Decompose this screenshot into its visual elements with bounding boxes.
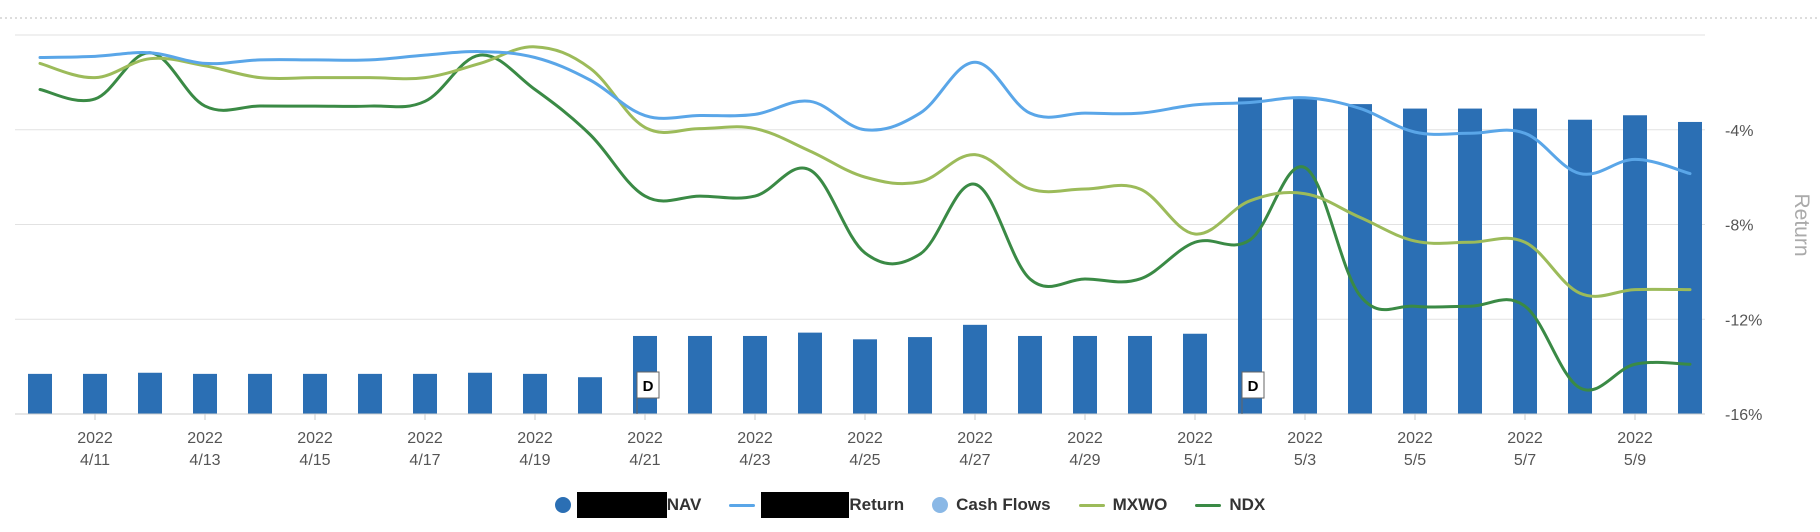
- nav-bar: [358, 373, 382, 414]
- nav-bar: [28, 373, 52, 414]
- nav-bar: [1018, 335, 1042, 414]
- x-tick-year: 2022: [1507, 430, 1543, 447]
- x-tick-date: 5/9: [1624, 452, 1646, 469]
- nav-bar: [1183, 333, 1207, 414]
- nav-bar: [688, 335, 712, 414]
- legend-item-nav[interactable]: NAV: [554, 492, 702, 518]
- legend-label-return: Return: [849, 495, 905, 514]
- x-tick-date: 5/3: [1294, 452, 1316, 469]
- legend-marker-mxwo: [1078, 503, 1105, 507]
- y-tick-label: -12%: [1725, 312, 1762, 329]
- x-tick-year: 2022: [847, 430, 883, 447]
- legend-label-nav: NAV: [666, 495, 702, 514]
- flag-box: [1241, 371, 1265, 399]
- x-tick-year: 2022: [1287, 430, 1323, 447]
- x-tick-date: 4/19: [519, 452, 550, 469]
- x-tick-year: 2022: [517, 430, 553, 447]
- x-tick-year: 2022: [187, 430, 223, 447]
- x-tick-year: 2022: [77, 430, 113, 447]
- x-tick-year: 2022: [407, 430, 443, 447]
- nav-bar: [1678, 121, 1702, 415]
- x-tick-date: 4/21: [629, 452, 660, 469]
- nav-bar: [413, 373, 437, 414]
- nav-bar: [1348, 104, 1372, 415]
- legend-item-mxwo[interactable]: MXWO: [1078, 495, 1168, 515]
- y-tick-label: -8%: [1725, 218, 1753, 235]
- nav-bar: [1073, 335, 1097, 414]
- legend-item-ndx[interactable]: NDX: [1195, 495, 1265, 515]
- nav-bar: [523, 373, 547, 414]
- x-tick-year: 2022: [1397, 430, 1433, 447]
- x-tick-date: 5/1: [1184, 452, 1206, 469]
- x-tick-date: 4/17: [409, 452, 440, 469]
- x-tick-year: 2022: [1067, 430, 1103, 447]
- flag-label: D: [643, 378, 654, 395]
- x-tick-year: 2022: [297, 430, 333, 447]
- nav-bar: [963, 324, 987, 414]
- nav-bar: [1568, 119, 1592, 414]
- nav-bar: [1458, 108, 1482, 414]
- nav-bar: [138, 372, 162, 414]
- x-tick-year: 2022: [1617, 430, 1653, 447]
- nav-bar: [248, 373, 272, 414]
- x-tick-date: 5/7: [1514, 452, 1536, 469]
- nav-bar: [1403, 108, 1427, 414]
- x-tick-date: 5/5: [1404, 452, 1426, 469]
- flag-label: D: [1248, 378, 1259, 395]
- series-line-ndx: [38, 51, 1692, 392]
- legend-label-mxwo: MXWO: [1112, 495, 1168, 514]
- nav-bar: [1238, 97, 1262, 415]
- x-tick-year: 2022: [957, 430, 993, 447]
- nav-bar: [743, 335, 767, 414]
- nav-bar: [1128, 335, 1152, 414]
- legend-marker-ndx: [1195, 503, 1222, 507]
- nav-bar: [83, 373, 107, 414]
- series-line-mxwo: [38, 45, 1692, 298]
- combo-chart: D D 2022 4/11 2022 4/13 2022 4/15 2022 4/17 2022 4/…: [0, 17, 1820, 469]
- nav-bar: [303, 373, 327, 414]
- series-line-return: [38, 50, 1692, 176]
- x-tick-date: 4/15: [299, 452, 330, 469]
- x-tick-date: 4/25: [849, 452, 880, 469]
- x-tick-date: 4/27: [959, 452, 990, 469]
- x-tick-year: 2022: [1177, 430, 1213, 447]
- nav-bar: [853, 339, 877, 414]
- x-tick-date: 4/29: [1069, 452, 1100, 469]
- y-tick-label: -4%: [1725, 123, 1753, 140]
- redacted-block: [761, 492, 850, 518]
- nav-bar: [908, 337, 932, 414]
- legend-label-ndx: NDX: [1229, 495, 1266, 514]
- y-tick-label: -16%: [1725, 407, 1762, 424]
- x-tick-year: 2022: [627, 430, 663, 447]
- nav-bar: [193, 373, 217, 414]
- legend-item-cashflows[interactable]: Cash Flows: [932, 495, 1051, 515]
- nav-bar: [1293, 97, 1317, 415]
- nav-bar: [468, 372, 492, 414]
- flag-box: [636, 371, 660, 399]
- x-tick-date: 4/13: [189, 452, 220, 469]
- x-tick-date: 4/11: [80, 452, 110, 469]
- nav-bar: [1513, 108, 1537, 414]
- chart-legend: NAV Return Cash Flows MXWO NDX: [0, 487, 1820, 523]
- legend-marker-nav: [554, 497, 571, 513]
- x-tick-date: 4/23: [739, 452, 770, 469]
- x-tick-year: 2022: [737, 430, 773, 447]
- legend-item-return[interactable]: Return: [729, 492, 904, 518]
- legend-label-cashflows: Cash Flows: [956, 495, 1051, 514]
- nav-bar: [798, 332, 822, 414]
- redacted-block: [576, 492, 667, 518]
- y-axis-title: Return: [1790, 193, 1813, 256]
- nav-bar: [578, 377, 602, 414]
- legend-marker-cashflows: [932, 497, 949, 513]
- legend-marker-return: [729, 503, 756, 507]
